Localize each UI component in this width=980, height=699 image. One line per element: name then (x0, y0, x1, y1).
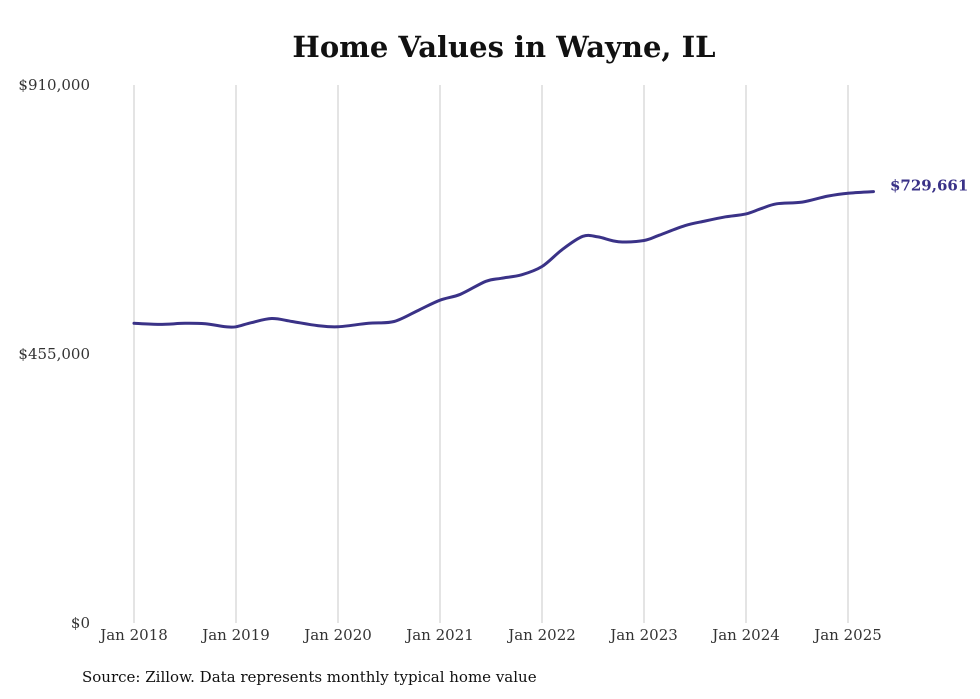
x-tick-label: Jan 2019 (200, 626, 270, 644)
end-value-label: $729,661 (890, 177, 968, 195)
x-tick-label: Jan 2018 (98, 626, 168, 644)
x-tick-label: Jan 2021 (404, 626, 474, 644)
y-tick-label: $0 (71, 614, 90, 632)
x-tick-label: Jan 2023 (608, 626, 678, 644)
chart-title: Home Values in Wayne, IL (292, 30, 716, 64)
x-tick-label: Jan 2025 (812, 626, 882, 644)
y-tick-label: $455,000 (18, 345, 90, 363)
series-line (132, 190, 875, 329)
x-tick-label: Jan 2022 (506, 626, 576, 644)
source-note: Source: Zillow. Data represents monthly … (82, 668, 537, 686)
x-tick-label: Jan 2020 (302, 626, 372, 644)
x-tick-label: Jan 2024 (710, 626, 780, 644)
y-tick-label: $910,000 (18, 76, 90, 94)
